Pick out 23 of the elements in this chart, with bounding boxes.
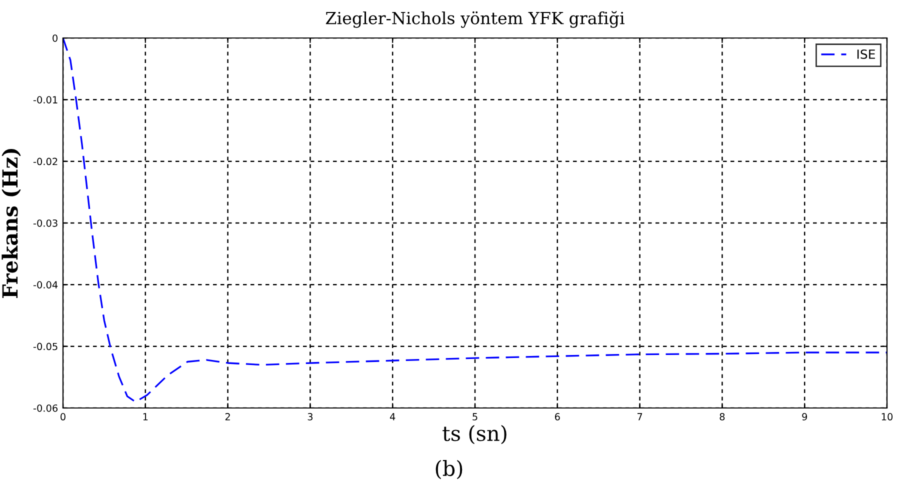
- y-tick-label: -0.02: [33, 158, 58, 166]
- x-tick-label: 4: [390, 413, 396, 420]
- x-tick-label: 5: [472, 413, 478, 420]
- x-tick-label: 10: [882, 413, 893, 420]
- x-tick-label: 8: [720, 413, 725, 420]
- y-tick-label: -0.05: [33, 342, 58, 350]
- y-axis-title: Frekans (Hz): [2, 149, 21, 298]
- x-tick-label: 1: [143, 413, 148, 420]
- y-tick-label: 0: [52, 34, 58, 42]
- x-tick-label: 0: [60, 413, 66, 420]
- x-tick-label: 9: [802, 413, 808, 420]
- y-tick-label: -0.01: [33, 96, 58, 104]
- x-axis-title: ts (sn): [442, 425, 506, 444]
- y-tick-label: -0.03: [33, 219, 58, 227]
- y-tick-label: -0.06: [33, 404, 58, 412]
- y-tick-label: -0.04: [33, 281, 58, 288]
- text: (b): [436, 460, 462, 480]
- x-tick-label: 6: [554, 413, 560, 420]
- x-tick-label: 7: [638, 413, 642, 420]
- chart-title: Ziegler-Nichols yöntem YFK grafiği: [326, 11, 624, 28]
- x-tick-label: 3: [308, 413, 313, 420]
- legend-label: ISE: [857, 49, 875, 59]
- x-tick-label: 2: [225, 413, 230, 420]
